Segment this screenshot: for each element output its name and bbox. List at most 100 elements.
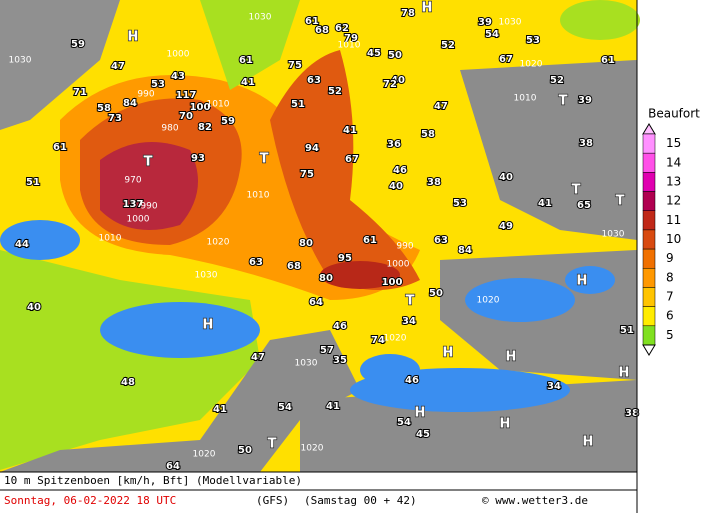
pressure-center: T: [406, 294, 415, 309]
colorbar-label: 14: [666, 155, 681, 169]
gust-label: 54: [485, 29, 499, 40]
gust-label: 52: [441, 40, 455, 51]
legend-title: Beaufort: [648, 107, 700, 121]
gust-label: 93: [191, 153, 205, 164]
gust-label: 79: [344, 33, 358, 44]
gust-label: 64: [309, 297, 323, 308]
isobar-label: 1010: [207, 100, 230, 110]
pressure-center: H: [577, 274, 588, 289]
gust-label: 75: [300, 169, 314, 180]
gust-label: 40: [391, 75, 405, 86]
colorbar: Beaufort 15 14 13 12 11 10 9 8 7 6 5: [642, 107, 700, 356]
gust-label: 75: [288, 60, 302, 71]
pressure-center: T: [559, 94, 568, 109]
gust-label: 71: [73, 87, 87, 98]
colorbar-label: 13: [666, 174, 681, 188]
footer-title: 10 m Spitzenboen [km/h, Bft] (Modellvari…: [4, 474, 302, 487]
gust-label: 70: [179, 111, 193, 122]
gust-label: 50: [388, 50, 402, 61]
gust-label: 34: [547, 381, 561, 392]
pressure-center: H: [500, 417, 511, 432]
gust-label: 54: [397, 417, 411, 428]
isobar-label: 980: [161, 124, 178, 134]
gust-label: 40: [27, 302, 41, 313]
isobar-label: 1010: [99, 234, 122, 244]
gust-label: 58: [421, 129, 435, 140]
isobar-label: 990: [396, 242, 413, 252]
gust-label: 67: [499, 54, 513, 65]
colorbar-swatch: [642, 191, 656, 211]
isobar-label: 1020: [301, 444, 324, 454]
gust-label: 45: [367, 48, 381, 59]
isobar-label: 970: [124, 176, 141, 186]
gust-label: 52: [550, 75, 564, 86]
gust-label: 46: [405, 375, 419, 386]
gust-label: 47: [251, 352, 265, 363]
gust-label: 39: [578, 95, 592, 106]
footer-date: Sonntag, 06-02-2022 18 UTC: [4, 494, 176, 507]
gust-label: 58: [97, 103, 111, 114]
isobar-label: 1030: [499, 18, 522, 28]
colorbar-label: 5: [666, 328, 674, 342]
gust-label: 49: [499, 221, 513, 232]
colorbar-swatch: [642, 325, 656, 346]
gust-label: 46: [393, 165, 407, 176]
isobar-label: 1010: [247, 191, 270, 201]
isobar-label: 1030: [602, 230, 625, 240]
isobar-label: 1010: [514, 94, 537, 104]
gust-label: 41: [326, 401, 340, 412]
gust-label: 63: [434, 235, 448, 246]
isobar-label: 1000: [167, 50, 190, 60]
pressure-center: H: [583, 435, 594, 450]
gust-label: 74: [371, 335, 385, 346]
isobar-label: 990: [137, 90, 154, 100]
gust-label: 80: [299, 238, 313, 249]
isobar-label: 1020: [207, 238, 230, 248]
gust-label: 61: [601, 55, 615, 66]
gust-label: 78: [401, 8, 415, 19]
gust-label: 34: [402, 316, 416, 327]
gust-label: 59: [71, 39, 85, 50]
isobar-label: 990: [140, 202, 157, 212]
pressure-center: H: [415, 406, 426, 421]
footer-bg: [0, 472, 704, 513]
colorbar-label: 12: [666, 194, 681, 208]
isobar-label: 1020: [384, 334, 407, 344]
gust-label: 38: [427, 177, 441, 188]
isobar-label: 1020: [520, 60, 543, 70]
gust-label: 53: [151, 79, 165, 90]
gust-label: 62: [335, 23, 349, 34]
gust-label: 63: [307, 75, 321, 86]
gust-label: 43: [171, 71, 185, 82]
pressure-center: H: [506, 350, 517, 365]
gust-label: 59: [221, 116, 235, 127]
gust-label: 94: [305, 143, 319, 154]
gust-label: 61: [305, 16, 319, 27]
gust-label: 50: [238, 445, 252, 456]
map-background: [0, 0, 640, 472]
colorbar-swatch: [642, 229, 656, 250]
gust-label: 40: [389, 181, 403, 192]
gust-label: 41: [343, 125, 357, 136]
colorbar-swatch: [642, 210, 656, 231]
gust-label: 100: [190, 102, 211, 113]
footer-run: (Samstag 00 + 42): [304, 494, 417, 507]
gust-label: 41: [213, 404, 227, 415]
gust-label: 39: [478, 17, 492, 28]
gust-label: 38: [625, 408, 639, 419]
gust-label: 100: [382, 277, 403, 288]
isobar-label: 1020: [477, 296, 500, 306]
isobar-label: 1020: [193, 450, 216, 460]
pressure-center: H: [443, 346, 454, 361]
gust-label: 137: [123, 199, 144, 210]
gust-label: 40: [499, 172, 513, 183]
gust-label: 84: [123, 98, 137, 109]
gust-label: 61: [239, 55, 253, 66]
gust-label: 80: [319, 273, 333, 284]
gust-label: 63: [249, 257, 263, 268]
gust-label: 48: [121, 377, 135, 388]
colorbar-label: 11: [666, 213, 681, 227]
isobar-label: 1000: [127, 215, 150, 225]
gust-label: 68: [287, 261, 301, 272]
footer-model: (GFS): [256, 494, 289, 507]
